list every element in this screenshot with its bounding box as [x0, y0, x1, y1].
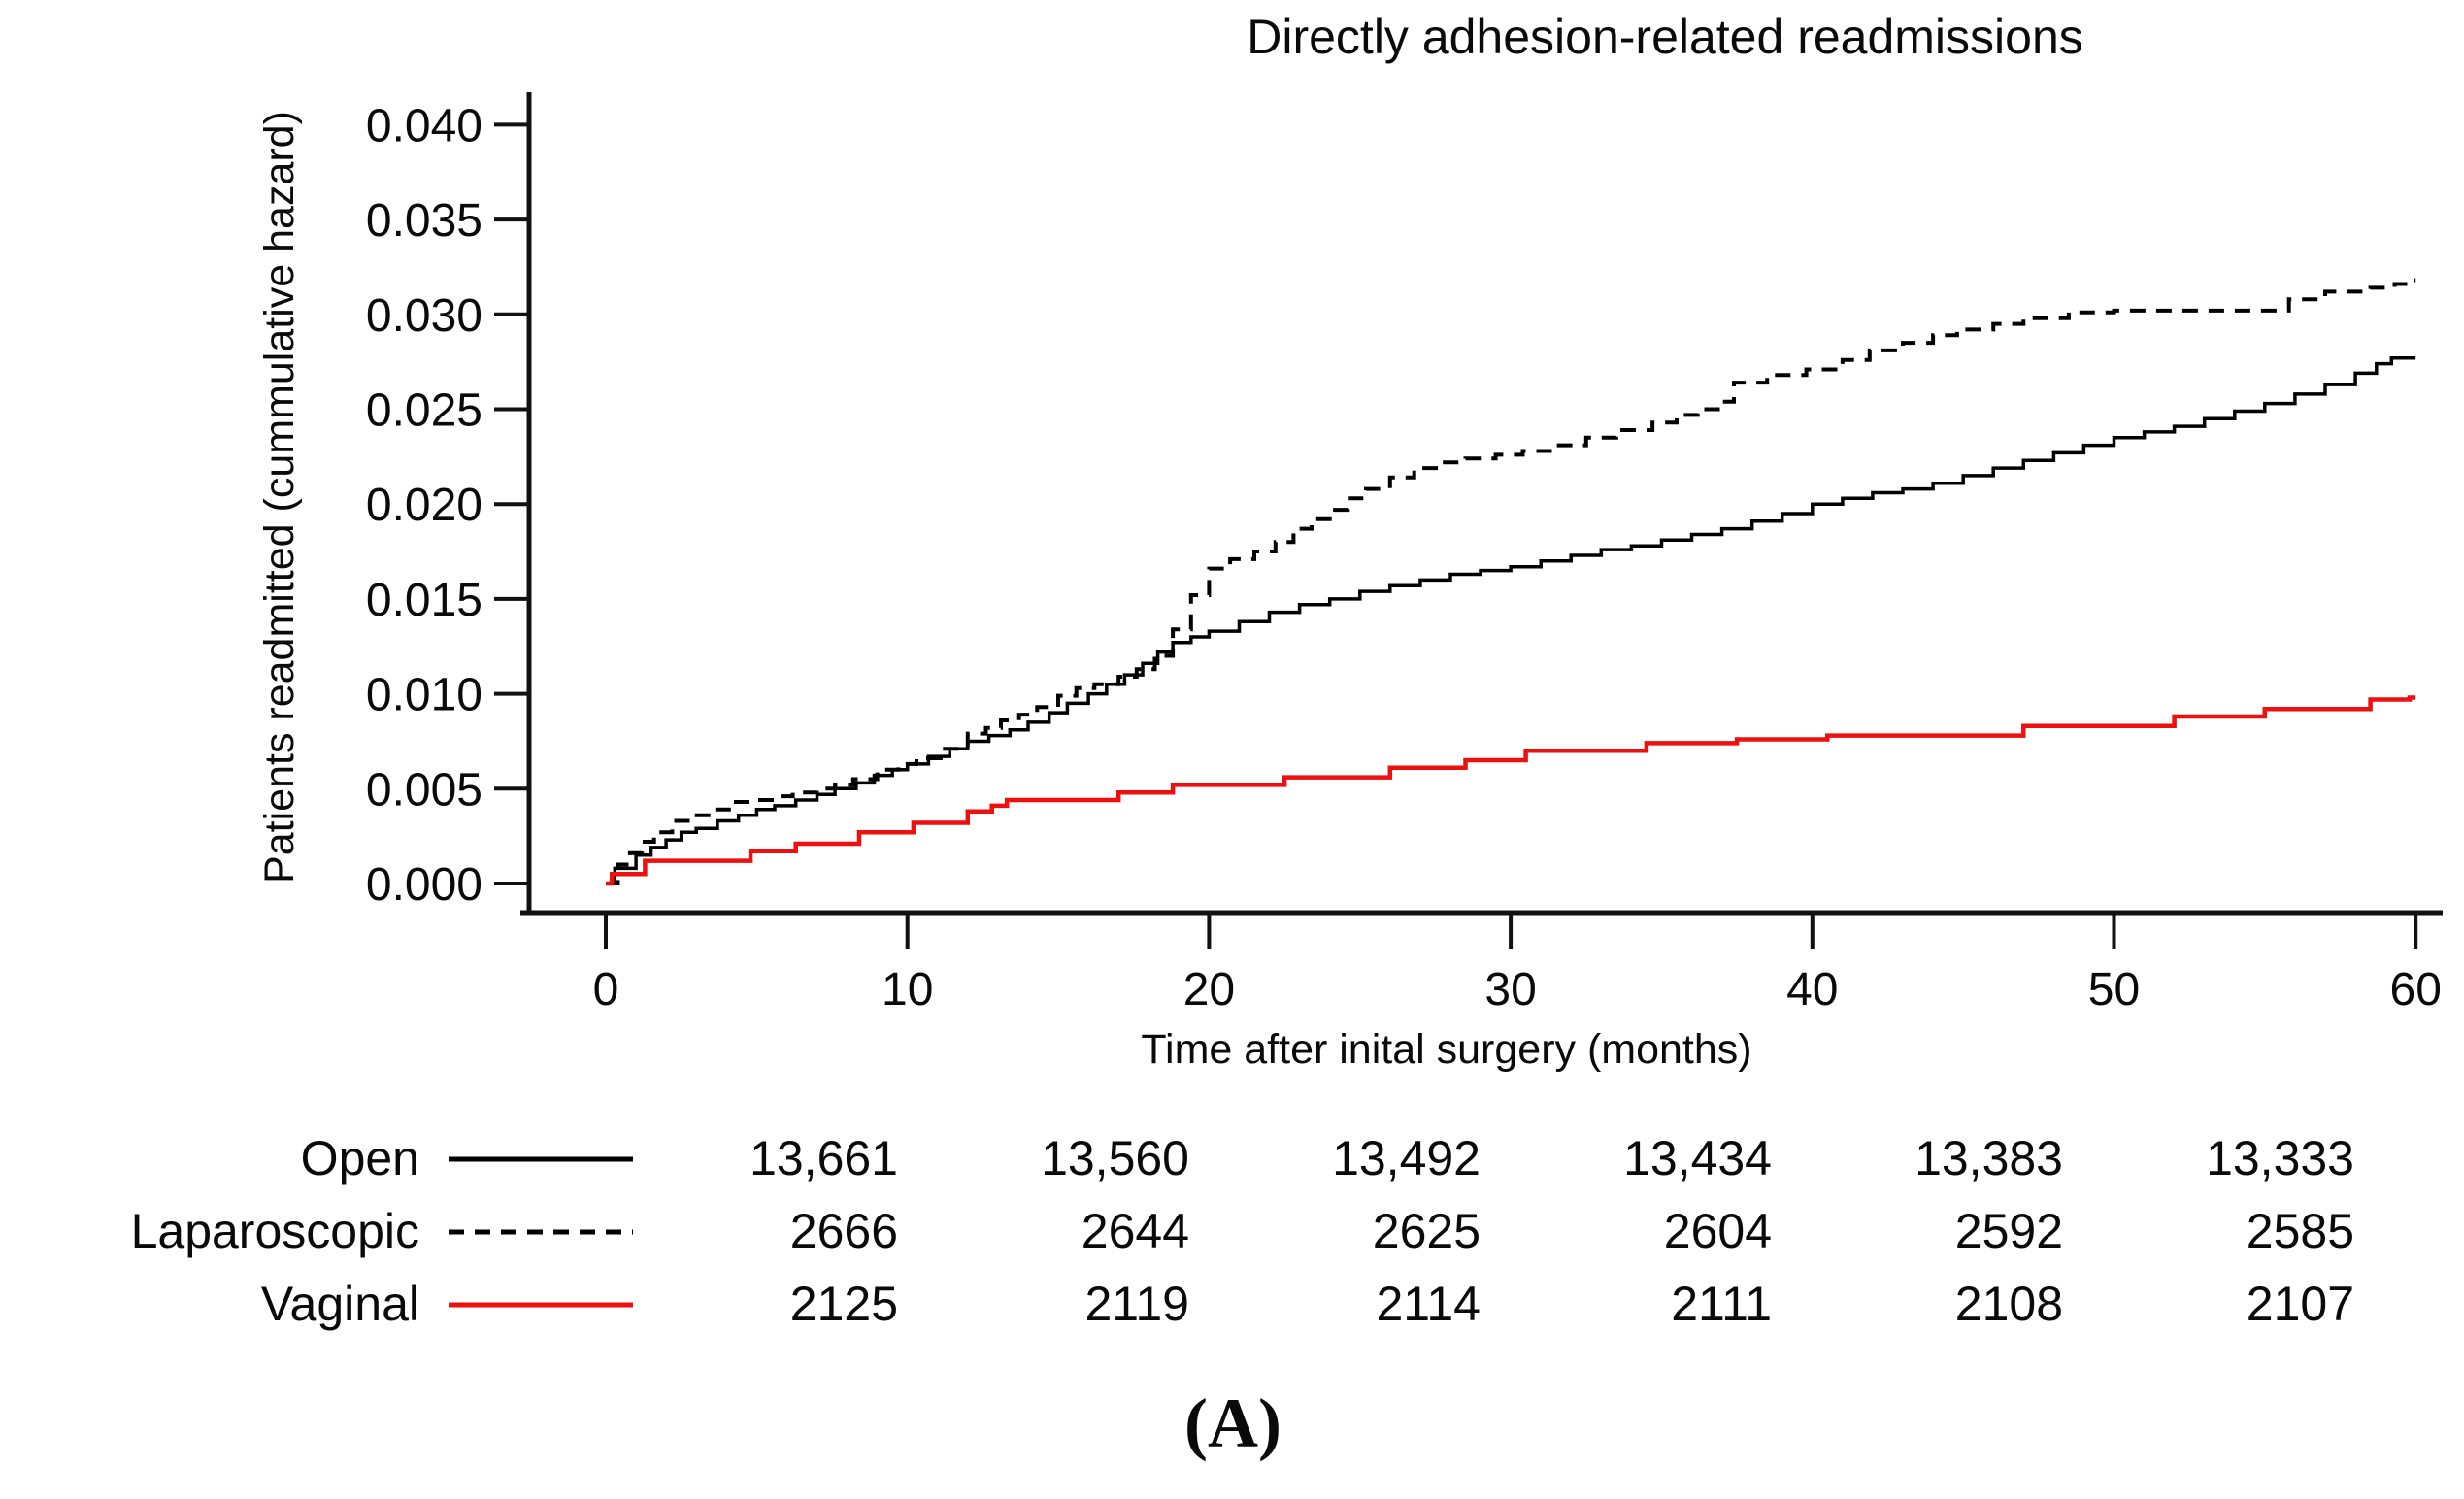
risk-count: 2592 — [1955, 1204, 2063, 1258]
y-axis-ticks: 0.000 0.005 0.010 0.015 0.020 0.025 0.030 0.035… — [366, 100, 529, 911]
hazard-curves — [606, 278, 2416, 886]
risk-count: 13,383 — [1915, 1131, 2063, 1185]
x-tick-label: 0 — [593, 964, 619, 1016]
x-axis-ticks: 0 10 20 30 40 50 60 — [593, 913, 2442, 1016]
y-tick-label: 0.000 — [366, 859, 483, 911]
risk-count: 2125 — [790, 1277, 898, 1331]
x-tick-label: 50 — [2088, 964, 2140, 1016]
risk-count: 13,492 — [1332, 1131, 1481, 1185]
figure-label: (A) — [1184, 1384, 1282, 1462]
curve-laparoscopic — [606, 278, 2416, 885]
curve-open — [606, 355, 2416, 885]
risk-row-label: Open — [301, 1131, 419, 1185]
y-tick-label: 0.015 — [366, 575, 483, 626]
risk-row-label: Laparoscopic — [131, 1204, 419, 1258]
x-tick-label: 40 — [1786, 964, 1838, 1016]
y-tick-label: 0.035 — [366, 195, 483, 247]
y-tick-label: 0.040 — [366, 100, 483, 151]
risk-count: 13,661 — [749, 1131, 898, 1185]
risk-count: 2644 — [1082, 1204, 1189, 1258]
x-tick-label: 20 — [1183, 964, 1235, 1016]
y-tick-label: 0.030 — [366, 290, 483, 342]
x-tick-label: 10 — [882, 964, 933, 1016]
x-tick-label: 30 — [1484, 964, 1536, 1016]
y-tick-label: 0.005 — [366, 764, 483, 816]
axes — [520, 92, 2443, 916]
risk-count: 2119 — [1084, 1277, 1189, 1331]
risk-count: 2604 — [1664, 1204, 1772, 1258]
curve-vaginal — [606, 695, 2416, 886]
risk-count: 2114 — [1376, 1277, 1481, 1331]
risk-count: 2666 — [790, 1204, 898, 1258]
risk-count: 2107 — [2247, 1277, 2354, 1331]
risk-count: 13,434 — [1623, 1131, 1772, 1185]
risk-count: 13,333 — [2206, 1131, 2354, 1185]
risk-table: Open 13,661 13,560 13,492 13,434 13,383 13,333… — [131, 1131, 2354, 1331]
chart-title: Directly adhesion-related readmissions — [1247, 10, 2083, 64]
x-axis-label: Time after inital surgery (months) — [1141, 1026, 1751, 1073]
y-tick-label: 0.025 — [366, 385, 483, 437]
risk-count: 2625 — [1373, 1204, 1481, 1258]
risk-row-label: Vaginal — [261, 1277, 419, 1331]
x-tick-label: 60 — [2390, 964, 2442, 1016]
y-axis-label: Patients readmitted (cummulative hazard) — [256, 111, 303, 883]
risk-count: 2585 — [2247, 1204, 2354, 1258]
y-tick-label: 0.020 — [366, 480, 483, 531]
risk-count: 2108 — [1955, 1277, 2063, 1331]
y-tick-label: 0.010 — [366, 670, 483, 721]
risk-count: 2111 — [1671, 1277, 1772, 1331]
risk-count: 13,560 — [1041, 1131, 1189, 1185]
